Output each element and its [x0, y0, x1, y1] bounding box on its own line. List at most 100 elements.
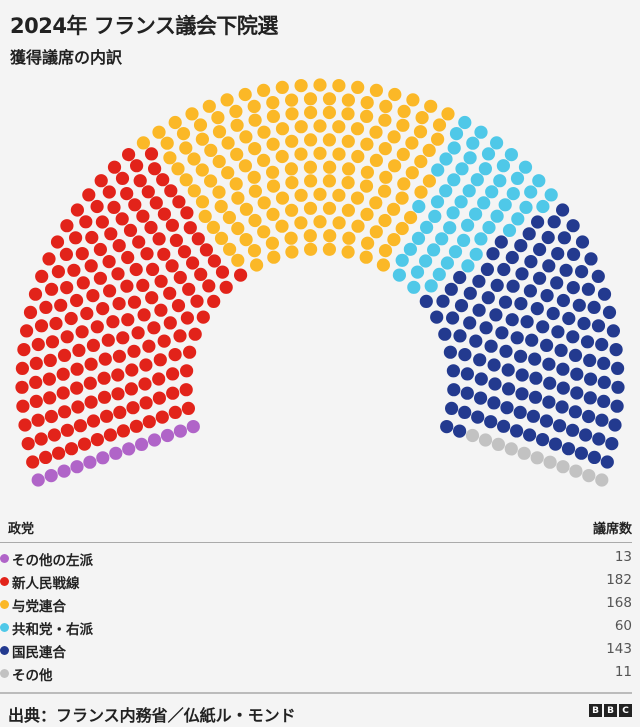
seat [266, 137, 280, 151]
seat [591, 319, 606, 333]
seat [473, 353, 487, 367]
seat [176, 127, 191, 141]
seat [56, 386, 70, 400]
seat [83, 376, 97, 390]
seat [115, 212, 129, 226]
seat [140, 247, 154, 261]
seat [341, 203, 355, 217]
seat [430, 195, 445, 209]
seat [116, 331, 130, 345]
seat [168, 405, 182, 419]
seat [44, 469, 58, 483]
seat [342, 231, 356, 245]
seat [43, 391, 57, 405]
seat [505, 313, 519, 327]
seat [446, 364, 460, 378]
seat [478, 162, 492, 176]
seat [496, 159, 510, 173]
seat [34, 432, 48, 446]
seat [608, 418, 622, 432]
seat [515, 267, 529, 281]
seat [556, 381, 570, 395]
seat [332, 216, 346, 230]
seat [511, 212, 525, 226]
seat [428, 209, 442, 223]
seat [514, 349, 528, 363]
seat [285, 93, 299, 107]
seat [517, 446, 531, 460]
seat [266, 207, 280, 221]
seat [533, 242, 547, 257]
seat [72, 343, 86, 357]
seat [179, 141, 193, 155]
seat [470, 173, 484, 187]
legend-label: 共和党・右派 [12, 622, 93, 638]
seat [438, 327, 452, 341]
seat [524, 255, 538, 269]
seat [112, 297, 126, 311]
seat [551, 325, 565, 339]
seat [132, 235, 146, 249]
seat [566, 330, 580, 344]
seat [474, 372, 488, 386]
seat [436, 294, 450, 308]
seat [238, 159, 252, 173]
seat [323, 229, 337, 243]
seat [84, 357, 98, 371]
seat [70, 381, 84, 395]
seat [443, 221, 457, 235]
seat [285, 107, 299, 121]
seat [602, 305, 617, 319]
seat [341, 176, 355, 190]
seat [304, 242, 318, 256]
seat [294, 188, 308, 202]
seat [448, 245, 463, 259]
seat [39, 450, 53, 464]
seat [229, 177, 243, 191]
seat [304, 133, 318, 147]
seat [29, 394, 43, 408]
seat [219, 280, 233, 294]
seat [121, 250, 135, 265]
seat [405, 136, 419, 150]
seat [419, 294, 433, 308]
seat [568, 348, 583, 362]
seat [611, 361, 625, 375]
seat [379, 99, 393, 113]
seat [462, 184, 476, 198]
seat [212, 185, 226, 199]
seat [42, 252, 56, 266]
seat [173, 329, 187, 343]
seat [397, 177, 411, 191]
seat [93, 271, 107, 285]
seat [369, 125, 383, 139]
seat [481, 147, 496, 161]
seat [95, 215, 109, 229]
seat [579, 428, 593, 442]
seat [187, 152, 201, 166]
seat [248, 113, 262, 127]
seat [215, 265, 230, 279]
seat [488, 377, 502, 391]
seat [57, 464, 71, 478]
seat [294, 216, 308, 230]
seat [100, 409, 114, 423]
seat [547, 215, 561, 229]
seat [406, 93, 420, 107]
seat [294, 79, 308, 93]
seat [179, 173, 193, 187]
seat [566, 219, 580, 233]
seat [422, 143, 436, 157]
seat [152, 391, 166, 405]
seat [595, 413, 609, 427]
seat [294, 147, 308, 161]
seat [490, 136, 504, 150]
seat [441, 107, 455, 121]
seat [523, 428, 537, 442]
seat [239, 233, 253, 247]
seat [523, 284, 538, 298]
seat [566, 281, 580, 295]
seat [29, 375, 43, 389]
seat [31, 413, 45, 427]
seat [75, 247, 89, 261]
